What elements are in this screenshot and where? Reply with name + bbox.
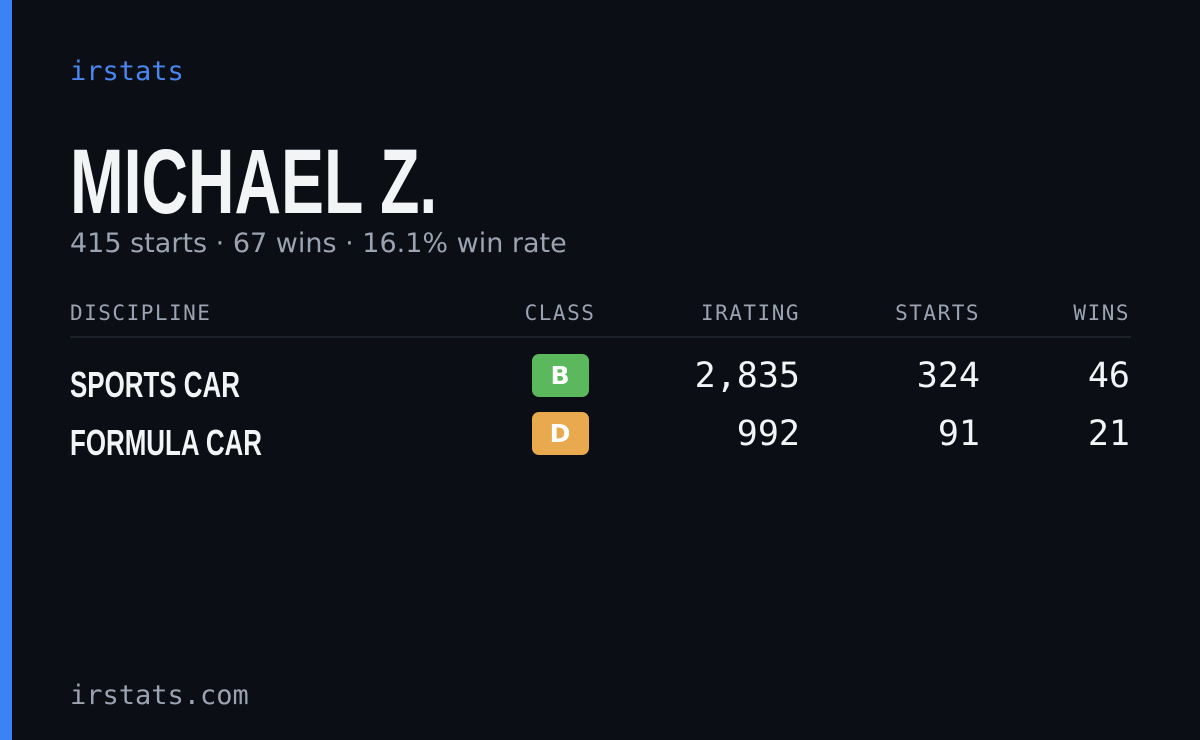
header-rule	[70, 336, 1131, 338]
class-badge: D	[531, 412, 589, 455]
wins: 46	[1087, 356, 1130, 396]
column-header: IRATING	[700, 301, 800, 325]
discipline: FORMULA CAR	[70, 422, 262, 463]
accent-bar	[0, 0, 12, 740]
driver-name: MICHAEL Z.	[70, 131, 438, 233]
brand: irstats	[70, 56, 184, 87]
irating: 992	[736, 414, 800, 454]
footer: irstats.com	[70, 680, 249, 711]
irating: 2,835	[694, 356, 800, 396]
wins: 21	[1087, 414, 1130, 454]
column-header: WINS	[1073, 301, 1130, 325]
driver-summary: 415 starts · 67 wins · 16.1% win rate	[70, 228, 567, 259]
column-header: DISCIPLINE	[70, 301, 212, 325]
starts: 91	[937, 414, 980, 454]
column-header: STARTS	[895, 301, 980, 325]
starts: 324	[916, 356, 980, 396]
discipline: SPORTS CAR	[70, 364, 240, 405]
column-header: CLASS	[524, 301, 596, 325]
class-badge: B	[531, 354, 589, 397]
